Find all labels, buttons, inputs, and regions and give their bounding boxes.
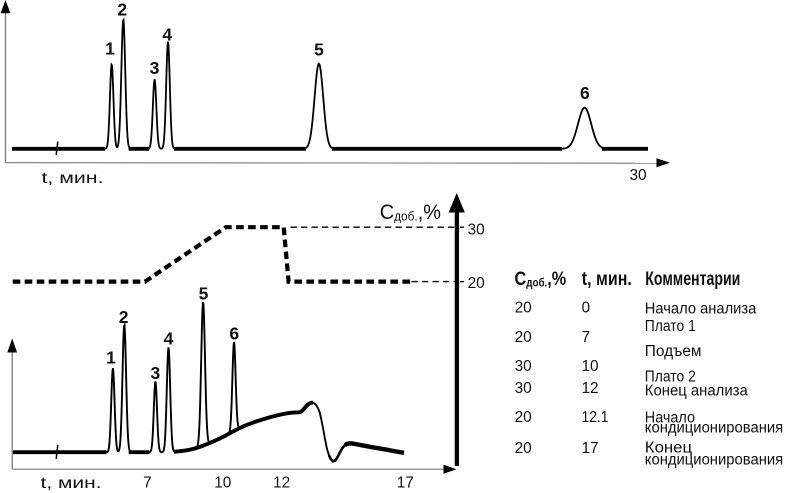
svg-text:5: 5 bbox=[314, 40, 324, 60]
svg-text:Плато 2: Плато 2 bbox=[645, 368, 696, 385]
svg-text:20: 20 bbox=[468, 275, 485, 292]
svg-text:20: 20 bbox=[515, 300, 532, 317]
svg-text:t, мин.: t, мин. bbox=[42, 170, 104, 187]
svg-text:Комментарии: Комментарии bbox=[645, 269, 740, 290]
svg-text:Конец: Конец bbox=[645, 440, 692, 457]
svg-text:t, мин.: t, мин. bbox=[41, 475, 102, 492]
svg-text:7: 7 bbox=[143, 474, 152, 491]
svg-text:5: 5 bbox=[199, 284, 209, 304]
svg-text:30: 30 bbox=[515, 358, 532, 375]
svg-text:2: 2 bbox=[117, 0, 127, 19]
svg-text:кондиционирования: кондиционирования bbox=[645, 420, 783, 437]
svg-text:Начало анализа: Начало анализа bbox=[645, 301, 757, 318]
svg-text:Начало: Начало bbox=[645, 410, 695, 427]
svg-text:17: 17 bbox=[582, 440, 599, 457]
svg-text:10: 10 bbox=[214, 474, 231, 491]
svg-text:6: 6 bbox=[580, 83, 590, 103]
svg-text:20: 20 bbox=[515, 440, 532, 457]
svg-text:7: 7 bbox=[582, 329, 591, 346]
svg-text:Подъем: Подъем bbox=[645, 343, 702, 360]
svg-text:3: 3 bbox=[150, 58, 160, 78]
svg-text:12.1: 12.1 bbox=[582, 409, 609, 426]
svg-text:Плато 1: Плато 1 bbox=[645, 318, 696, 335]
svg-text:10: 10 bbox=[582, 358, 599, 375]
svg-text:30: 30 bbox=[468, 221, 485, 238]
svg-text:4: 4 bbox=[164, 329, 174, 349]
svg-text:2: 2 bbox=[119, 307, 129, 327]
svg-text:3: 3 bbox=[151, 363, 161, 383]
svg-text:20: 20 bbox=[515, 329, 532, 346]
svg-text:4: 4 bbox=[162, 25, 172, 45]
svg-text:1: 1 bbox=[106, 348, 116, 368]
svg-text:1: 1 bbox=[105, 39, 115, 59]
svg-text:кондиционирования: кондиционирования bbox=[645, 451, 783, 468]
svg-text:t, мин.: t, мин. bbox=[582, 269, 632, 290]
svg-text:6: 6 bbox=[229, 324, 239, 344]
svg-text:20: 20 bbox=[515, 409, 532, 426]
svg-text:12: 12 bbox=[273, 474, 290, 491]
svg-text:30: 30 bbox=[515, 380, 532, 397]
svg-text:12: 12 bbox=[582, 380, 599, 397]
svg-text:17: 17 bbox=[397, 474, 414, 491]
svg-text:0: 0 bbox=[582, 300, 591, 317]
svg-text:30: 30 bbox=[629, 167, 646, 184]
svg-text:Конец анализа: Конец анализа bbox=[645, 382, 748, 399]
